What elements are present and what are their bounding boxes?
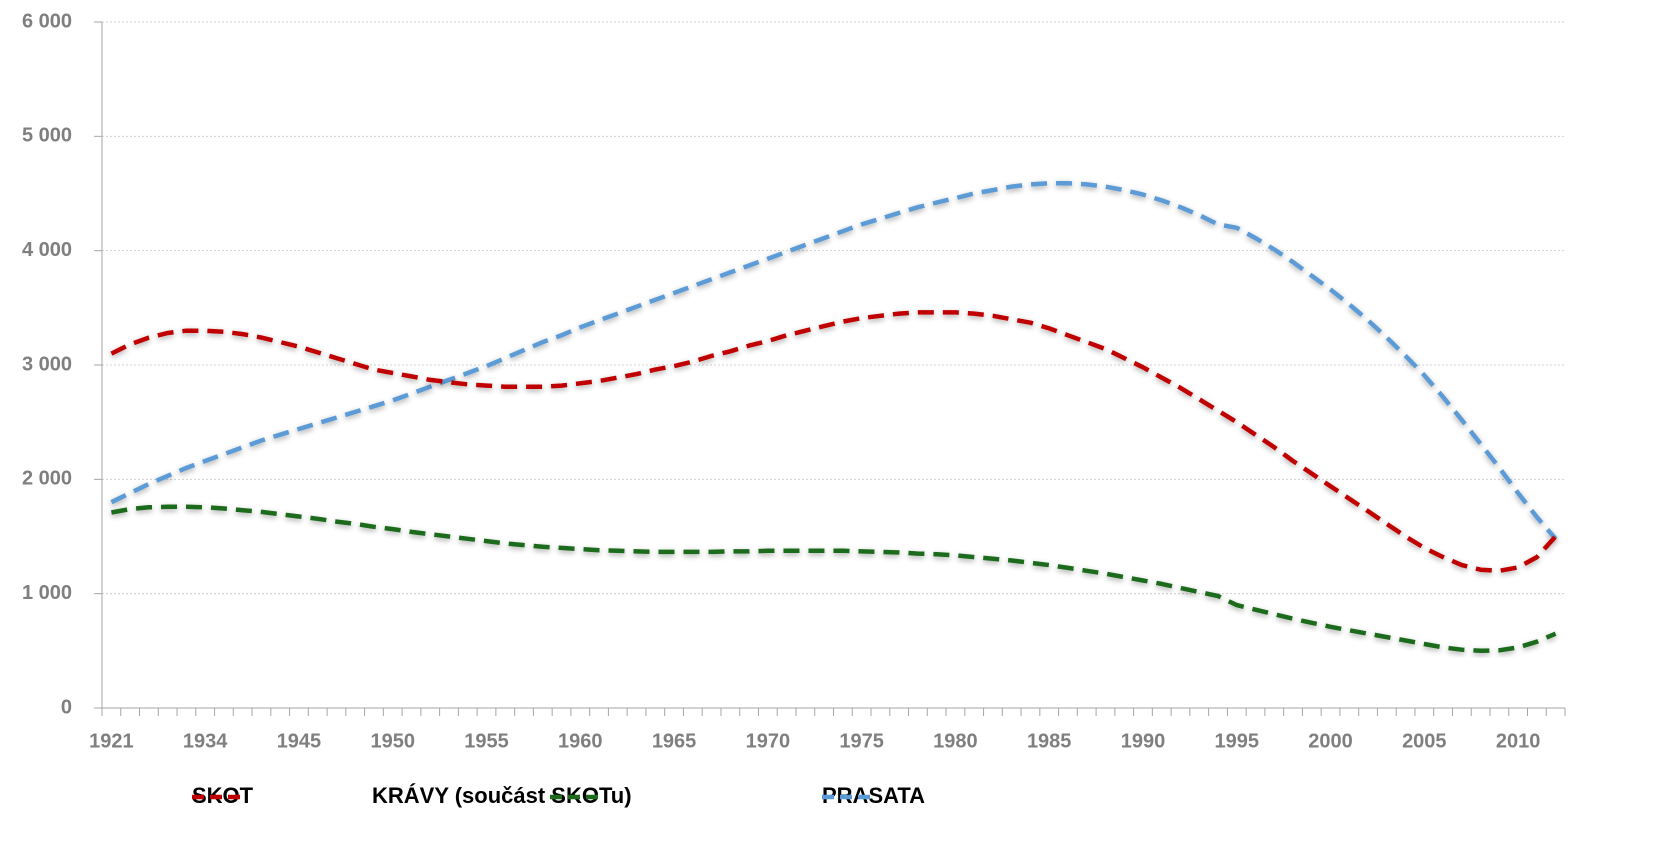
y-tick-label: 5 000 — [22, 125, 72, 147]
x-tick-label: 2010 — [1496, 730, 1541, 752]
x-tick-label: 1975 — [839, 730, 884, 752]
x-tick-label: 1945 — [277, 730, 322, 752]
x-tick-label: 1950 — [370, 730, 415, 752]
x-tick-label: 1985 — [1027, 730, 1072, 752]
x-tick-label: 1970 — [746, 730, 791, 752]
series-line — [111, 507, 1555, 651]
series-line — [111, 312, 1555, 570]
y-tick-label: 3 000 — [22, 353, 72, 375]
x-tick-label: 1990 — [1121, 730, 1166, 752]
x-tick-label: 1980 — [933, 730, 978, 752]
x-tick-label: 1921 — [89, 730, 134, 752]
legend-label: PRASATA — [822, 783, 925, 808]
y-tick-label: 6 000 — [22, 10, 72, 32]
series-line — [111, 183, 1555, 539]
y-tick-label: 0 — [61, 696, 72, 718]
y-tick-label: 4 000 — [22, 239, 72, 261]
y-tick-label: 1 000 — [22, 582, 72, 604]
x-tick-label: 1960 — [558, 730, 603, 752]
x-tick-label: 1965 — [652, 730, 697, 752]
x-tick-label: 1995 — [1215, 730, 1260, 752]
x-tick-label: 2000 — [1308, 730, 1353, 752]
x-tick-label: 1934 — [183, 730, 228, 752]
y-tick-label: 2 000 — [22, 468, 72, 490]
x-tick-label: 1955 — [464, 730, 509, 752]
page: {"chart_data": {"type": "line", "categor… — [0, 0, 1673, 864]
x-tick-label: 2005 — [1402, 730, 1447, 752]
chart: 0 1 000 2 000 3 000 4 000 5 000 6 000 1921 1934 1… — [0, 0, 1673, 864]
